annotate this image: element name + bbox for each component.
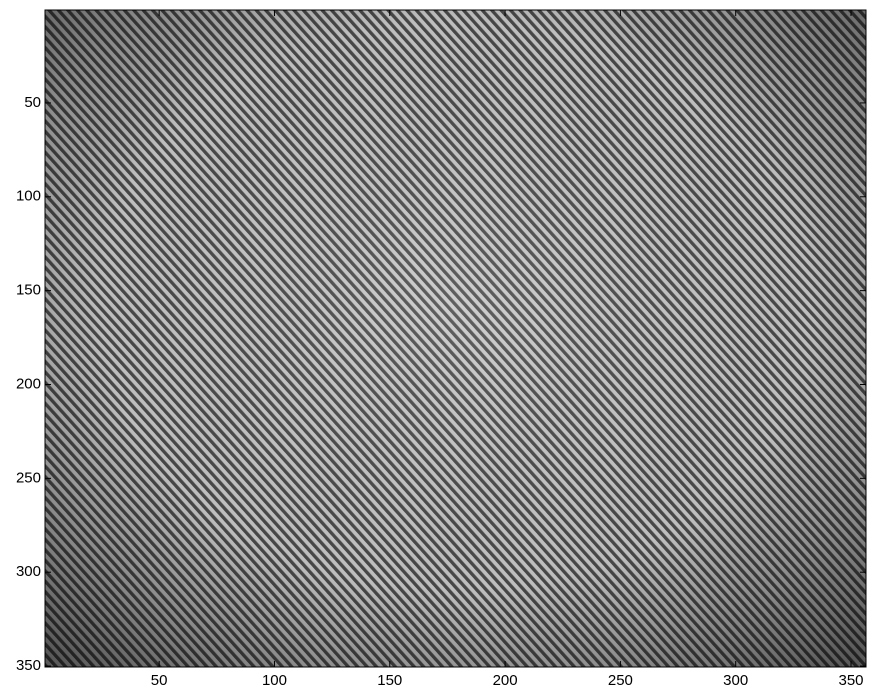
x-tick-label: 200 [493,672,518,689]
x-tick-label: 300 [723,672,748,689]
y-tick-label: 150 [16,282,41,299]
x-tick-label: 350 [838,672,863,689]
x-tick-label: 100 [262,672,287,689]
y-tick-label: 300 [16,563,41,580]
vignette [45,10,866,667]
y-tick-label: 350 [16,657,41,674]
x-tick-label: 250 [608,672,633,689]
page: 50 100 150 200 250 300 350 50 100 150 200 250 300 350… [0,0,882,691]
y-tick-label: 250 [16,469,41,486]
y-tick-label: 200 [16,375,41,392]
y-tick-label: 100 [16,188,41,205]
chart: 50 100 150 200 250 300 350 50 100 150 200 250 300 350 [0,0,882,691]
x-tick-label: 50 [151,672,168,689]
x-tick-label: 150 [377,672,402,689]
y-tick-label: 50 [24,94,41,111]
